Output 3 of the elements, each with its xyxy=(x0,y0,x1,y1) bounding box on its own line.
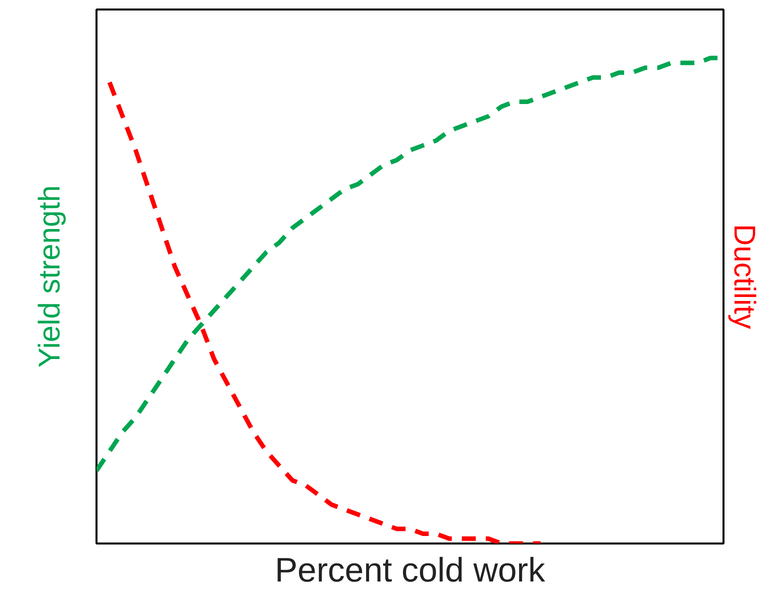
x-axis-title: Percent cold work xyxy=(274,552,546,590)
y-axis-title: Yield strength xyxy=(34,185,66,368)
y2-axis-title: Ductility xyxy=(728,224,760,330)
